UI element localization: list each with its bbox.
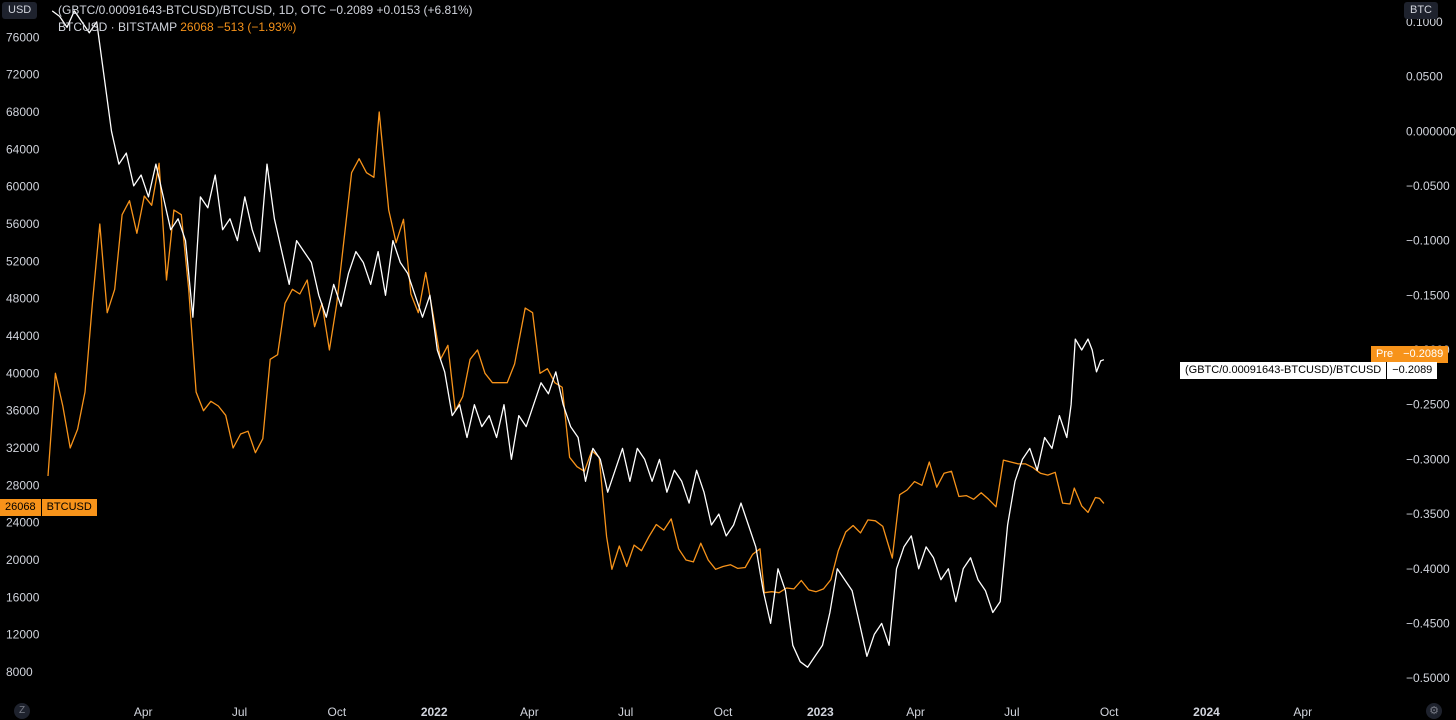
time-axis-tick: Oct <box>714 705 733 719</box>
premarket-tag: Pre −0.2089 <box>1371 346 1449 363</box>
right-axis-tick: 0.000000 <box>1406 124 1456 138</box>
left-axis-tick: 12000 <box>6 628 40 642</box>
time-axis-tick: 2024 <box>1193 705 1220 719</box>
right-axis-tick: −0.4500 <box>1406 616 1450 630</box>
left-axis-tick: 48000 <box>6 292 40 306</box>
series2-value: 26068 <box>180 20 214 34</box>
timezone-button[interactable]: Z <box>14 703 30 719</box>
left-axis-tick: 72000 <box>6 68 40 82</box>
gear-icon[interactable]: ⚙ <box>1426 703 1442 719</box>
right-axis-tick: −0.1000 <box>1406 234 1450 248</box>
right-axis-tick: −0.0500 <box>1406 179 1450 193</box>
btcusd-name: BTCUSD <box>40 499 97 516</box>
time-axis-tick: 2022 <box>421 705 448 719</box>
left-axis-tick: 76000 <box>6 30 40 44</box>
btcusd-price-tag: 26068 BTCUSD <box>0 499 97 516</box>
right-axis-tick: −0.2500 <box>1406 398 1450 412</box>
time-axis[interactable]: Apr Jul Oct 2022 Apr Jul Oct 2023 Apr Jul Oct 2024 A… <box>134 705 1312 719</box>
left-axis-tick: 40000 <box>6 366 40 380</box>
series2-change: −513 (−1.93%) <box>216 20 297 34</box>
left-axis-tick: 60000 <box>6 180 40 194</box>
plot-area[interactable] <box>47 10 1105 668</box>
series2-legend[interactable]: BTCUSD · BITSTAMP 26068 −513 (−1.93%) <box>58 20 296 34</box>
right-axis-tick: −0.3500 <box>1406 507 1450 521</box>
left-axis-tick: 68000 <box>6 105 40 119</box>
right-axis-tick: −0.4000 <box>1406 562 1450 576</box>
right-axis-tick: −0.5000 <box>1406 671 1450 685</box>
time-axis-tick: 2023 <box>807 705 834 719</box>
left-axis-tick: 8000 <box>6 665 33 679</box>
left-currency-label[interactable]: USD <box>2 2 38 19</box>
series1-legend[interactable]: (GBTC/0.00091643-BTCUSD)/BTCUSD, 1D, OTC… <box>58 3 473 17</box>
right-axis-tick: −0.3000 <box>1406 452 1450 466</box>
series2-symbol: BTCUSD · BITSTAMP <box>58 20 177 34</box>
series1-symbol: (GBTC/0.00091643-BTCUSD)/BTCUSD, 1D, OTC <box>58 3 327 17</box>
left-axis-tick: 32000 <box>6 441 40 455</box>
time-axis-tick: Oct <box>1100 705 1119 719</box>
left-axis-tick: 24000 <box>6 516 40 530</box>
time-axis-tick: Jul <box>618 705 633 719</box>
left-axis-tick: 52000 <box>6 254 40 268</box>
time-axis-tick: Jul <box>1004 705 1019 719</box>
left-axis-tick: 20000 <box>6 553 40 567</box>
time-axis-tick: Apr <box>1293 705 1312 719</box>
series-line-2[interactable] <box>51 10 1105 668</box>
btcusd-price: 26068 <box>5 501 36 513</box>
gbtc-name: (GBTC/0.00091643-BTCUSD)/BTCUSD <box>1185 364 1382 376</box>
right-currency-label[interactable]: BTC <box>1404 2 1438 19</box>
left-axis-tick: 56000 <box>6 217 40 231</box>
time-axis-tick: Apr <box>906 705 925 719</box>
series1-value: −0.2089 <box>329 3 374 17</box>
right-axis-tick: 0.0500 <box>1406 70 1443 84</box>
series1-change: +0.0153 (+6.81%) <box>376 3 473 17</box>
left-axis-tick: 64000 <box>6 142 40 156</box>
gbtc-premium-tag: (GBTC/0.00091643-BTCUSD)/BTCUSD −0.2089 <box>1180 362 1438 379</box>
time-axis-tick: Apr <box>134 705 153 719</box>
pre-value: −0.2089 <box>1403 348 1444 360</box>
left-axis-tick: 36000 <box>6 404 40 418</box>
left-axis-tick: 28000 <box>6 478 40 492</box>
left-price-axis[interactable]: 76000 72000 68000 64000 60000 56000 52000 48000… <box>6 30 40 679</box>
time-axis-tick: Jul <box>232 705 247 719</box>
left-axis-tick: 44000 <box>6 329 40 343</box>
series-line-1[interactable] <box>47 111 1105 594</box>
time-axis-tick: Oct <box>327 705 346 719</box>
gbtc-value: −0.2089 <box>1386 362 1437 379</box>
right-axis-tick: −0.1500 <box>1406 288 1450 302</box>
time-axis-tick: Apr <box>520 705 539 719</box>
pre-label: Pre <box>1376 348 1394 360</box>
left-axis-tick: 16000 <box>6 590 40 604</box>
